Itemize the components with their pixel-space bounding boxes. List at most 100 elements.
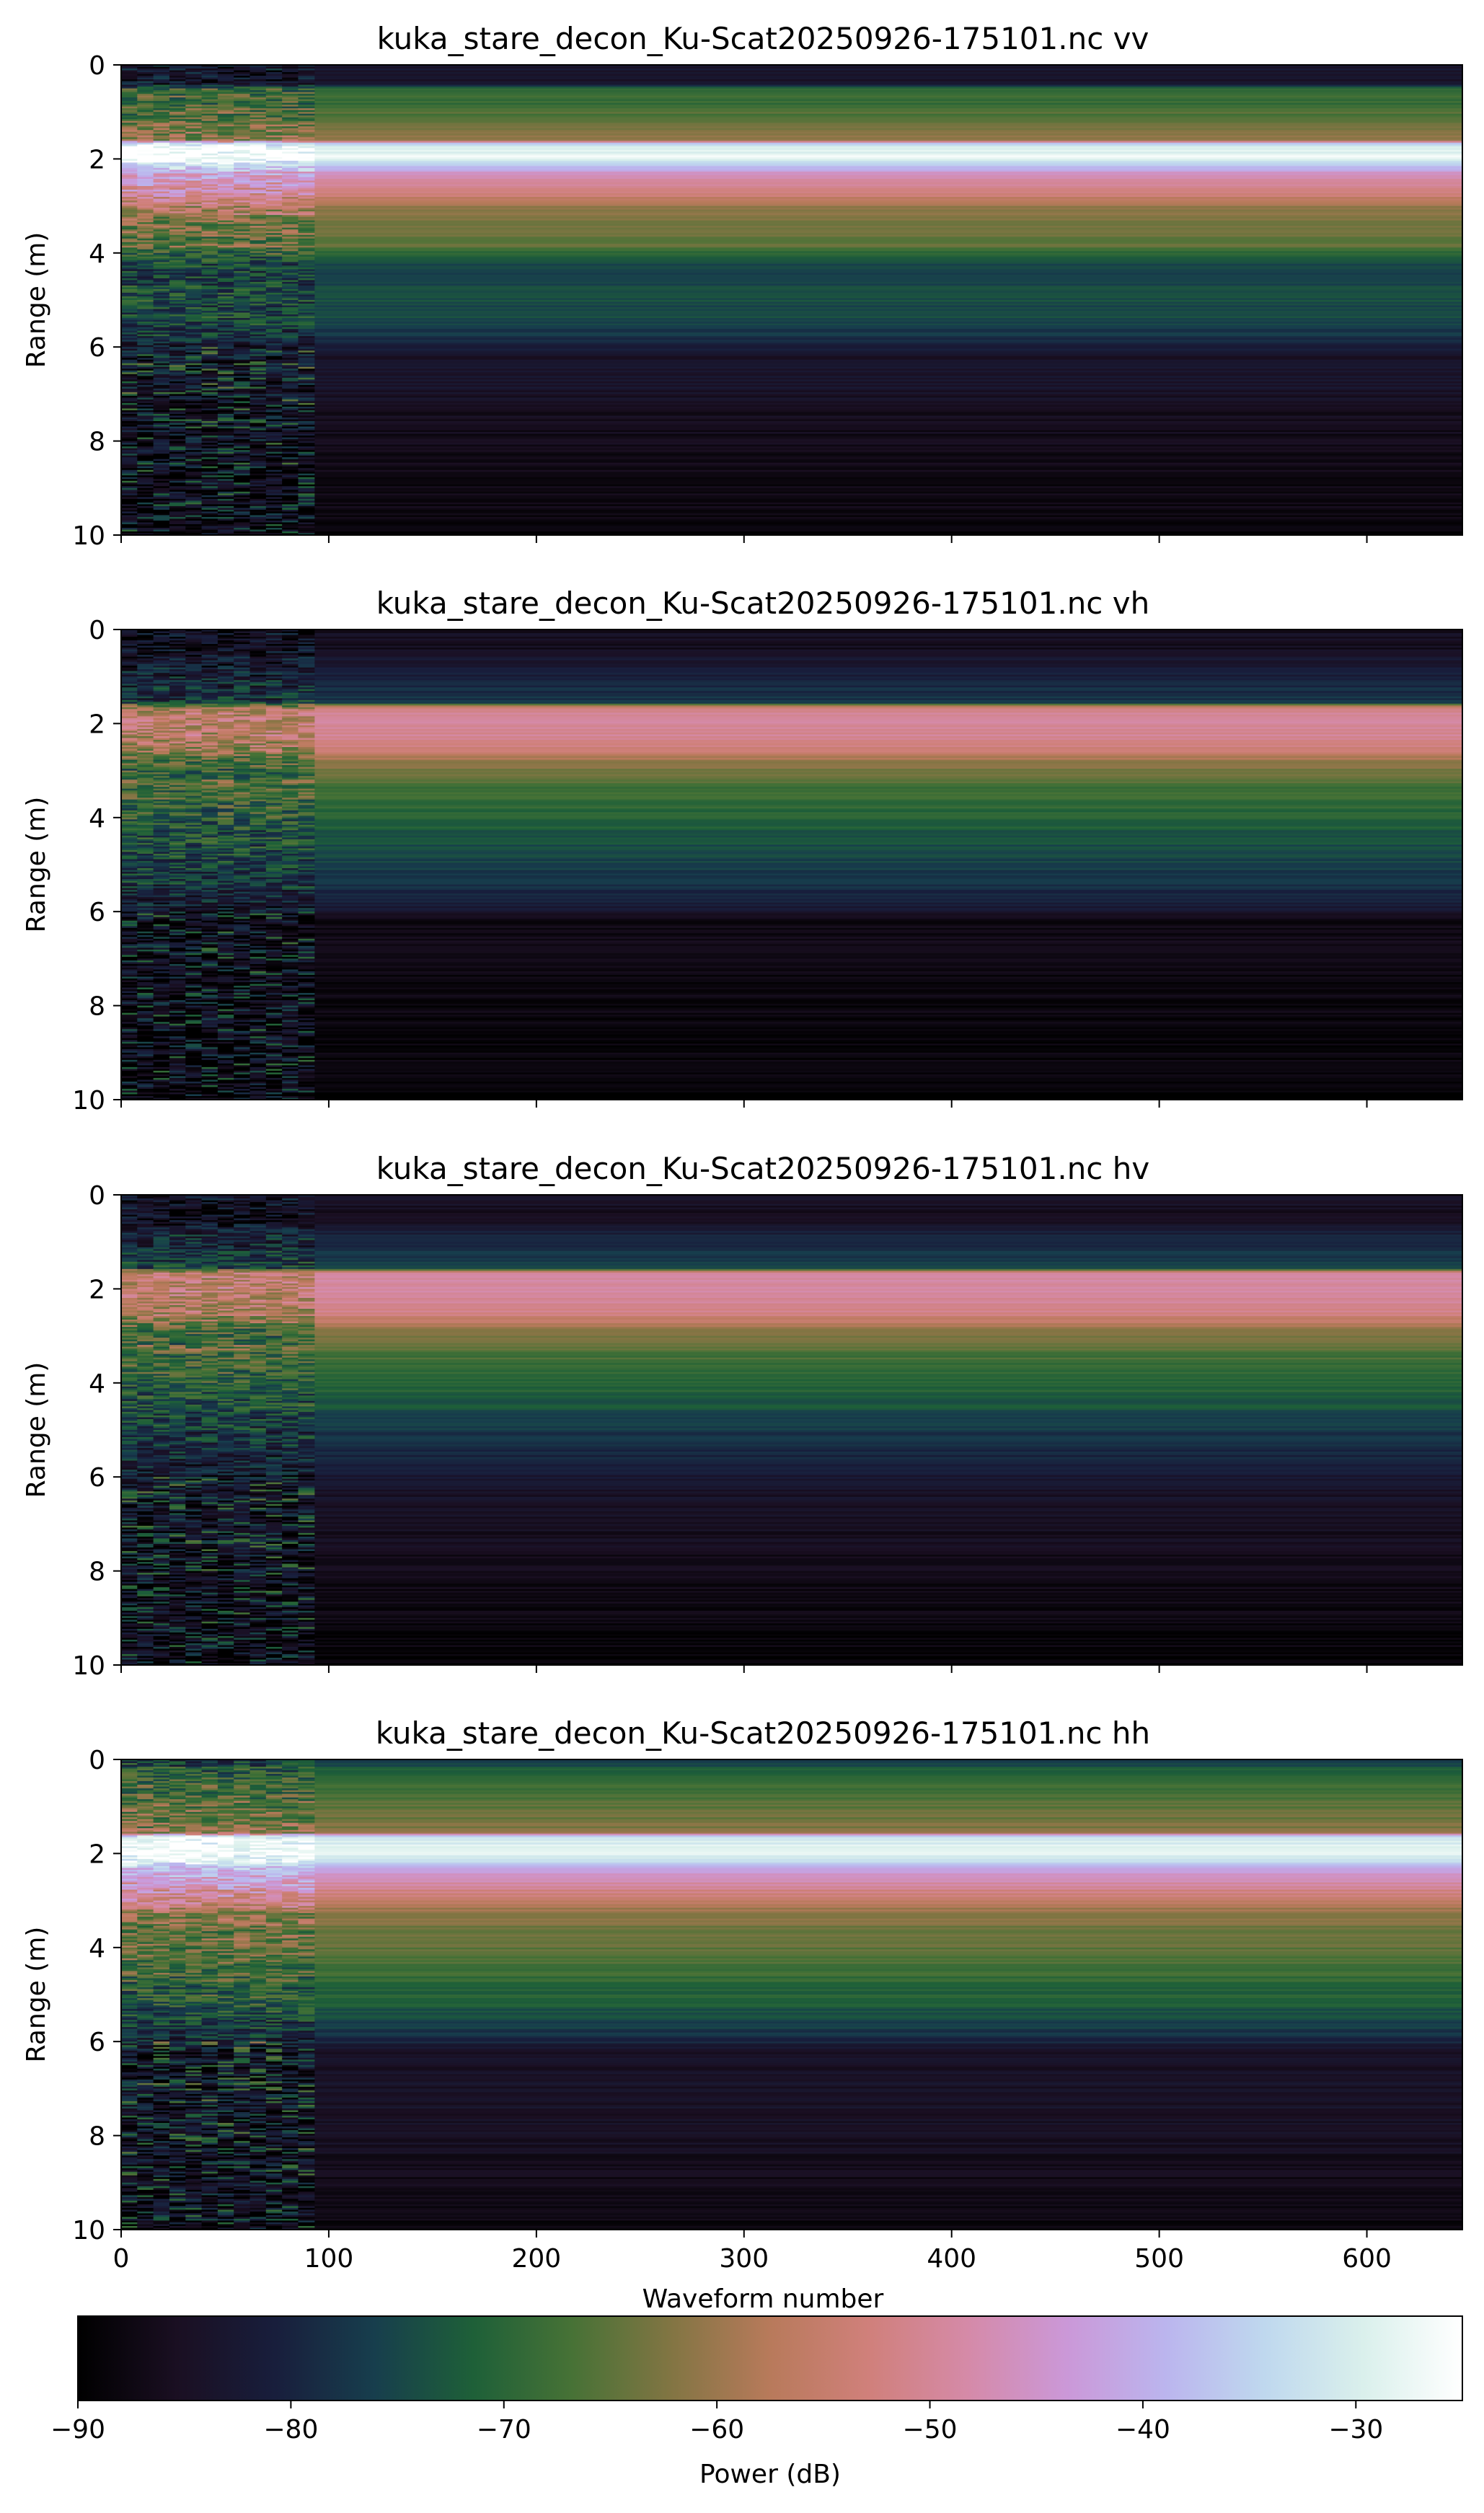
range-bin [282,276,299,279]
range-bin [137,354,154,357]
range-bin [282,215,299,218]
range-bin [217,229,234,232]
range-bin [121,195,138,198]
range-bin [298,450,315,453]
range-bin [137,131,154,134]
range-bin [298,202,315,205]
range-bin [201,415,218,418]
range-bin [201,283,218,286]
range-bin [314,325,1463,328]
range-bin [201,318,218,321]
range-bin [201,436,218,438]
range-bin [298,255,315,257]
range-bin [314,70,1463,73]
range-bin [153,70,170,73]
range-bin [298,355,315,358]
range-bin [121,329,138,332]
range-bin [153,252,170,255]
range-bin [282,112,299,115]
range-bin [265,193,283,196]
range-bin [153,372,170,375]
range-bin [282,274,299,277]
range-bin [249,309,267,312]
range-bin [234,374,251,376]
range-bin [185,436,203,438]
range-bin [249,448,267,451]
range-bin [298,177,315,180]
range-bin [201,141,218,143]
range-bin [234,234,251,237]
range-bin [169,102,186,105]
range-bin [169,106,186,109]
range-bin [137,370,154,373]
range-bin [169,190,186,193]
range-bin [298,110,315,112]
range-bin [185,190,203,193]
range-bin [201,197,218,200]
range-bin [249,300,267,303]
range-bin [201,255,218,257]
range-bin [169,70,186,73]
range-bin [121,394,138,397]
range-bin [185,200,203,203]
range-bin [298,97,315,100]
range-bin [137,406,154,410]
range-bin [137,307,154,310]
range-bin [265,316,283,319]
range-bin [282,155,299,158]
range-bin [234,329,251,332]
range-bin [282,368,299,371]
range-bin [265,138,283,141]
range-bin [185,401,203,404]
range-bin [314,182,1463,185]
range-bin [153,149,170,152]
range-bin [265,258,283,261]
range-bin [298,322,315,324]
range-bin [217,350,234,353]
range-bin [153,244,170,247]
range-bin [314,151,1463,154]
range-bin [249,141,267,143]
range-bin [169,202,186,205]
range-bin [121,354,138,357]
range-bin [234,314,251,317]
range-bin [217,211,234,214]
range-bin [137,348,154,351]
range-bin [298,252,315,255]
range-bin [298,191,315,194]
range-bin [137,283,154,286]
range-bin [201,444,218,447]
range-bin [265,79,283,82]
range-bin [121,355,138,358]
range-bin [153,374,170,376]
range-bin [217,384,234,387]
range-bin [169,401,186,404]
range-bin [249,209,267,212]
range-bin [217,312,234,315]
range-bin [201,87,218,89]
range-bin [314,312,1463,315]
range-bin [314,363,1463,366]
range-bin [314,106,1463,109]
range-bin [265,395,283,399]
range-bin [282,108,299,111]
range-bin [169,340,186,343]
range-bin [185,327,203,330]
range-bin [169,216,186,219]
range-bin [153,123,170,125]
range-bin [314,399,1463,402]
range-bin [314,180,1463,183]
range-bin [249,415,267,418]
range-bin [121,226,138,229]
range-bin [153,162,170,165]
range-bin [314,233,1463,236]
range-bin [185,208,203,211]
range-bin [137,366,154,369]
range-bin [298,291,315,293]
range-bin [185,390,203,393]
range-bin [185,419,203,422]
range-bin [185,336,203,339]
range-bin [314,316,1463,319]
range-bin [282,193,299,196]
range-bin [249,231,267,234]
